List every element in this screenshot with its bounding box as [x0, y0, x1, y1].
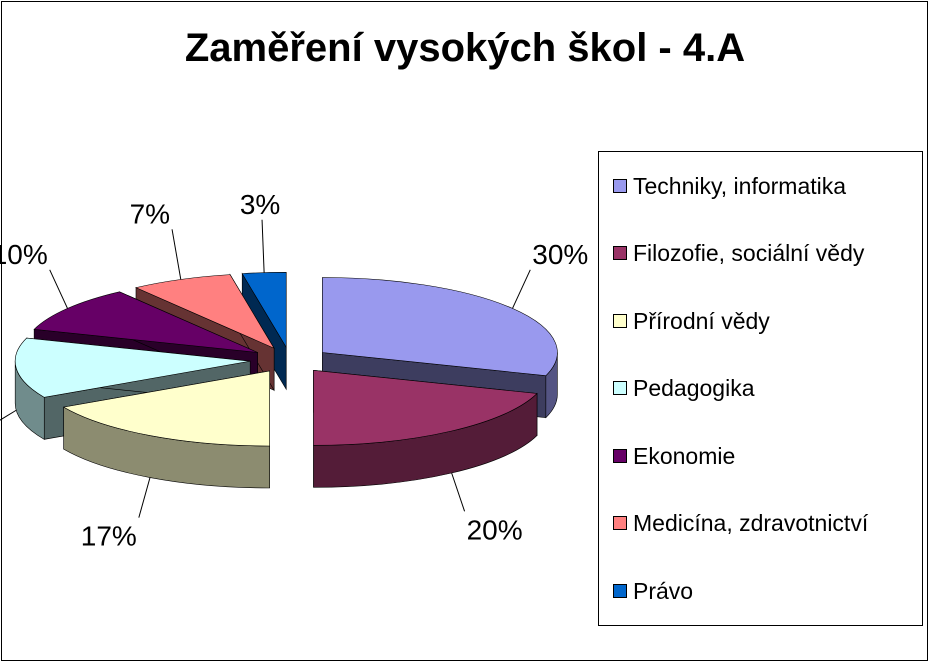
leader-line: [512, 269, 531, 309]
data-label: 10%: [0, 239, 48, 270]
legend-swatch: [613, 516, 627, 530]
pie-slice: [62, 370, 270, 489]
legend-swatch: [613, 381, 627, 395]
legend-swatch: [613, 449, 627, 463]
legend-item-pedagogika: Pedagogika: [613, 373, 755, 403]
legend-label: Techniky, informatika: [633, 172, 847, 199]
legend-label: Přírodní vědy: [633, 307, 770, 334]
pie-slice: [313, 369, 538, 488]
legend-label: Medicína, zdravotnictví: [633, 509, 869, 536]
legend-swatch: [613, 314, 627, 328]
legend-item-pravo: Právo: [613, 576, 693, 606]
data-label: 30%: [532, 239, 588, 270]
leader-line: [451, 472, 466, 512]
leader-line: [138, 477, 151, 518]
leader-line: [0, 409, 17, 421]
legend-item-ekonomie: Ekonomie: [613, 441, 735, 471]
data-label: 3%: [240, 189, 280, 220]
data-label: 7%: [130, 198, 170, 229]
legend-label: Právo: [633, 577, 694, 604]
legend-swatch: [613, 179, 627, 193]
legend-item-prirodni-vedy: Přírodní vědy: [613, 306, 770, 336]
legend: Techniky, informatika Filozofie, sociáln…: [598, 151, 923, 626]
data-label: 17%: [81, 521, 137, 552]
leader-line: [261, 219, 265, 273]
data-label: 20%: [467, 514, 523, 545]
legend-item-filozofie: Filozofie, sociální vědy: [613, 238, 864, 268]
legend-label: Pedagogika: [633, 374, 755, 401]
leader-line: [49, 269, 68, 309]
legend-label: Ekonomie: [633, 442, 736, 469]
legend-label: Filozofie, sociální vědy: [633, 239, 865, 266]
legend-swatch: [613, 584, 627, 598]
leader-line: [171, 229, 182, 280]
legend-item-medicina: Medicína, zdravotnictví: [613, 508, 868, 538]
chart-title: Zaměření vysokých škol - 4.A: [184, 26, 746, 70]
legend-swatch: [613, 246, 627, 260]
legend-item-techniky: Techniky, informatika: [613, 171, 846, 201]
